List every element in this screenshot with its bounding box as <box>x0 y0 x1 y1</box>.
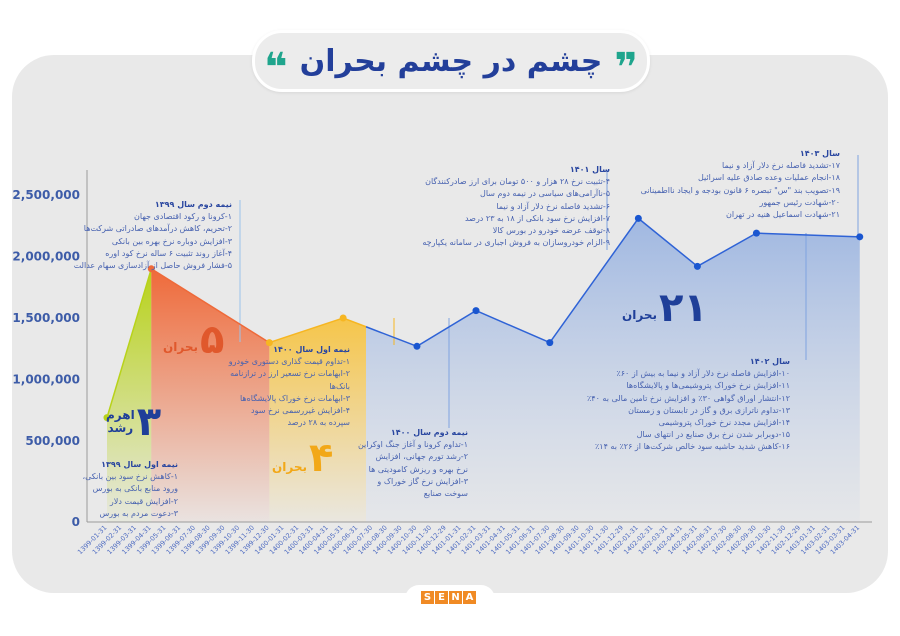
badge-growth-number: ۳ <box>136 399 162 445</box>
annotation-item: ۱۱-افزایش نرخ خوراک پتروشیمی‌ها و پالایش… <box>626 381 790 391</box>
badge-growth-label: اهرم رشد <box>106 409 135 435</box>
annotation-item: ۱-تداوم کرونا و آغاز جنگ اوکراین <box>357 440 468 450</box>
annotation-item: ۲۱-شهادت اسماعیل هنیه در تهران <box>726 210 840 220</box>
data-point <box>339 314 347 322</box>
annotation-item: ۵-فشار فروش حاصل از آزادسازی سهام عدالت <box>73 261 232 271</box>
annotation-heading: سال ۱۴۰۱ <box>569 165 610 174</box>
annotation-h2-1400: نیمه دوم سال ۱۴۰۰ ۱-تداوم کرونا و آغاز جن… <box>358 427 468 500</box>
growth-area <box>107 268 152 522</box>
badge-crisis-4: ۴ بحران <box>272 438 333 478</box>
title-banner: ❞ چشم در چشم بحران ❝ <box>252 30 650 92</box>
y-tick-label: 500,000 <box>25 434 80 448</box>
annotation-heading: نیمه اول سال ۱۳۹۹ <box>101 460 178 469</box>
page-title: چشم در چشم بحران <box>299 43 603 79</box>
annotation-item: ۱۲-انتشار اوراق گواهی ۳۰٪ و افزایش نرخ ت… <box>587 393 790 403</box>
data-point <box>752 229 760 237</box>
annotation-item: ۳-دعوت مردم به بورس <box>99 508 178 518</box>
data-point <box>856 233 864 241</box>
annotation-item: ۲-ابهامات نرخ تسعیر ارز در ترازنامه <box>230 369 350 379</box>
annotation-item: ۵-ناآرامی‌های سیاسی در نیمه دوم سال <box>480 189 610 199</box>
annotation-item: نرخ بهره و ریزش کامودیتی ها <box>368 464 468 474</box>
growth-line <box>106 268 152 418</box>
y-tick-label: 1,500,000 <box>12 311 80 325</box>
annotation-item: ۲-رشد تورم جهانی، افزایش <box>375 452 468 462</box>
badge-growth-label-1: اهرم <box>106 408 135 422</box>
data-point <box>634 214 642 222</box>
annotation-item: ۱۳-تداوم ناترازی برق و گاز در تابستان و … <box>628 405 790 415</box>
annotation-item: سپرده به ۲۸ درصد <box>287 418 350 428</box>
annotation-item: ۳-ابهامات نرخ خوراک پالایشگاه‌ها <box>239 393 350 403</box>
badge-growth: ۳ اهرم رشد <box>106 402 161 442</box>
annotation-item: ۱۵-دوبرابر شدن نرخ برق صنایع در انتهای س… <box>636 430 790 440</box>
annotation-h1-1399: نیمه اول سال ۱۳۹۹ ۱-کاهش نرخ سود بین بانک… <box>82 459 178 520</box>
annotation-item: ۲-تحریم، کاهش درآمدهای صادراتی شرکت‌ها <box>83 224 232 234</box>
badge-crisis-4-label: بحران <box>272 459 307 474</box>
annotation-item: ۷-افزایش نرخ سود بانکی از ۱۸ به ۲۳ درصد <box>464 213 610 223</box>
badge-crisis-5-number: ۵ <box>199 317 225 363</box>
annotation-item: ۴-تثبیت نرخ ۲۸ هزار و ۵۰۰ تومان برای ارز… <box>425 177 610 187</box>
annotation-item: ۲-افزایش قیمت دلار <box>109 496 178 506</box>
annotation-item: ۶-تشدید فاصله نرخ دلار آزاد و نیما <box>496 201 610 211</box>
crisis-5-line <box>150 268 270 344</box>
annotation-item: ۱۹-تصویب بند "س" تبصره ۶ قانون بودجه و ا… <box>640 185 840 195</box>
annotation-item: ۴-افزایش غیررسمی نرخ سود <box>251 406 350 416</box>
y-tick-label: 0 <box>72 515 80 529</box>
annotation-item: ۱-کاهش نرخ سود بین بانکی، <box>82 472 178 482</box>
annotation-item: ۱۶-کاهش شدید حاشیه سود خالص شرکت‌ها از ۲… <box>595 442 790 452</box>
annotation-item: ورود منابع بانکی به بورس <box>92 484 178 494</box>
badge-crisis-5-label: بحران <box>163 339 198 354</box>
data-point <box>546 339 554 347</box>
y-tick-label: 1,000,000 <box>12 373 80 387</box>
crisis-4-area <box>269 318 366 522</box>
annotation-item: ۱۴-افزایش مجدد نرخ خوراک پتروشیمی <box>658 418 790 428</box>
logo-letter: S <box>421 591 434 604</box>
quote-close-icon: ❝ <box>264 45 288 91</box>
annotation-h2-1399: نیمه دوم سال ۱۳۹۹ ۱-کرونا و رکود اقتصادی … <box>74 199 232 272</box>
annotation-item: ۱-کرونا و رکود اقتصادی جهان <box>134 212 232 222</box>
sena-logo: S E N A <box>405 585 495 625</box>
badge-crisis-4-number: ۴ <box>308 435 334 481</box>
annotation-h1-1400: نیمه اول سال ۱۴۰۰ ۱-تداوم قیمت گذاری دستو… <box>229 344 350 429</box>
annotation-item: ۲۰-شهادت رئیس جمهور <box>759 197 840 207</box>
data-point <box>472 307 480 315</box>
crisis-21-line <box>365 217 860 348</box>
annotation-heading: نیمه اول سال ۱۴۰۰ <box>273 345 350 354</box>
badge-crisis-21-number: ۲۱ <box>658 285 708 331</box>
crisis-21-area <box>366 218 860 522</box>
data-point <box>413 342 421 350</box>
annotation-item: ۳-افزایش نرخ گاز خوراک و <box>377 476 468 486</box>
data-point <box>265 339 273 347</box>
annotation-1403: سال ۱۴۰۳ ۱۷-تشدید فاصله نرخ دلار آزاد و ن… <box>641 148 840 221</box>
annotation-item: ۱۸-انجام عملیات وعده صادق علیه اسرائیل <box>697 173 840 183</box>
logo-letter: N <box>449 591 462 604</box>
annotation-item: ۹-الزام خودروسازان به فروش اجباری در سام… <box>422 238 610 248</box>
y-tick-label: 2,000,000 <box>12 250 80 264</box>
logo-letter: A <box>463 591 476 604</box>
annotation-item: بانک‌ها <box>329 381 350 391</box>
annotation-item: ۱۷-تشدید فاصله نرخ دلار آزاد و نیما <box>722 161 840 171</box>
annotation-item: ۸-توقف عرضه خودرو در بورس کالا <box>492 226 610 236</box>
badge-crisis-5: ۵ بحران <box>163 320 224 360</box>
badge-crisis-21: ۲۱ بحران <box>622 288 708 328</box>
annotation-item: سوخت صنایع <box>423 489 468 499</box>
annotation-item: ۱-تداوم قیمت گذاری دستوری خودرو <box>228 357 350 367</box>
data-point <box>693 262 701 270</box>
data-point <box>147 265 155 273</box>
annotation-heading: نیمه دوم سال ۱۳۹۹ <box>154 200 232 209</box>
annotation-heading: سال ۱۴۰۲ <box>749 357 790 366</box>
annotation-heading: سال ۱۴۰۳ <box>799 149 840 158</box>
annotation-item: ۴-آغاز روند تثبیت ۶ ساله نرخ کود اوره <box>105 248 232 258</box>
annotation-1402: سال ۱۴۰۲ ۱۰-افزایش فاصله نرخ دلار آزاد و … <box>587 356 790 454</box>
annotation-heading: نیمه دوم سال ۱۴۰۰ <box>390 428 468 437</box>
y-tick-label: 2,500,000 <box>12 188 80 202</box>
badge-crisis-21-label: بحران <box>622 307 657 322</box>
annotation-item: ۱۰-افزایش فاصله نرخ دلار آزاد و نیما به … <box>616 369 790 379</box>
annotation-1401: سال ۱۴۰۱ ۴-تثبیت نرخ ۲۸ هزار و ۵۰۰ تومان … <box>422 164 610 249</box>
quote-open-icon: ❞ <box>614 45 638 91</box>
annotation-item: ۳-افزایش دوباره نرخ بهره بین بانکی <box>111 236 232 246</box>
badge-growth-label-2: رشد <box>107 421 134 435</box>
data-point <box>103 414 111 422</box>
logo-letter: E <box>435 591 448 604</box>
